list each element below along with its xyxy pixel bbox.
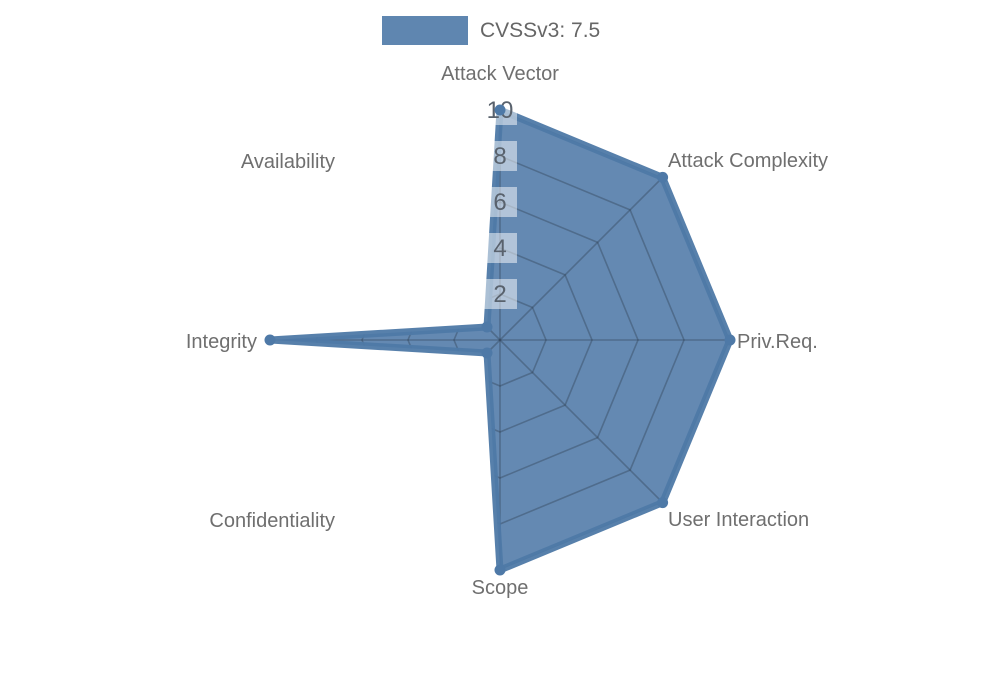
vertex-marker-integrity xyxy=(264,334,276,346)
radial-tick-label: 2 xyxy=(493,281,506,308)
grid-spoke xyxy=(336,339,501,504)
vertex-marker-attack-vector xyxy=(494,104,506,116)
radar-series-fill xyxy=(270,110,730,570)
axis-label-user-interaction: User Interaction xyxy=(668,509,809,531)
legend: CVSSv3: 7.5 xyxy=(382,16,600,45)
axis-label-attack-vector: Attack Vector xyxy=(441,63,559,85)
grid-spoke xyxy=(499,176,664,341)
grid-spoke xyxy=(499,339,664,504)
grid-spoke xyxy=(336,176,501,341)
axis-label-scope: Scope xyxy=(472,577,529,599)
legend-item-label[interactable]: CVSSv3: 7.5 xyxy=(480,19,601,42)
axis-label-attack-complexity: Attack Complexity xyxy=(668,150,828,172)
axis-label-confidentiality: Confidentiality xyxy=(209,510,335,532)
tick-box xyxy=(483,141,517,171)
vertex-marker-attack-complexity xyxy=(657,171,669,183)
vertex-marker-scope xyxy=(494,564,506,576)
vertex-marker-confidentiality xyxy=(481,347,493,359)
axis-label-priv-req-: Priv.Req. xyxy=(737,331,818,353)
radial-tick-label: 6 xyxy=(493,189,506,216)
tick-box xyxy=(483,279,517,309)
radial-tick-label: 8 xyxy=(493,143,506,170)
vertex-marker-priv-req- xyxy=(724,334,736,346)
vertex-marker-availability xyxy=(481,321,493,333)
axis-label-availability: Availability xyxy=(241,151,335,173)
axis-label-integrity: Integrity xyxy=(186,331,257,353)
radial-tick-label: 4 xyxy=(493,235,506,262)
tick-box xyxy=(483,187,517,217)
vertex-marker-user-interaction xyxy=(657,497,669,509)
legend-swatch-icon[interactable] xyxy=(382,16,468,45)
tick-box xyxy=(483,233,517,263)
